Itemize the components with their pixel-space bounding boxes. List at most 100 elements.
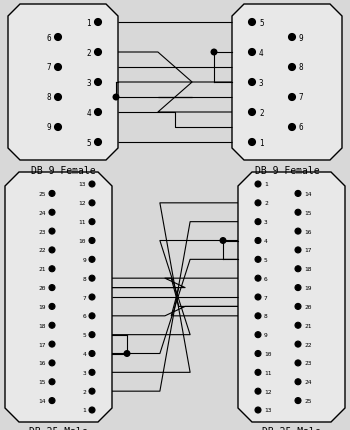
Circle shape: [255, 407, 261, 413]
Circle shape: [89, 332, 95, 338]
Text: 1: 1: [86, 18, 91, 28]
Text: 4: 4: [259, 49, 264, 57]
Circle shape: [248, 19, 256, 26]
Text: 2: 2: [259, 108, 264, 117]
Text: 19: 19: [38, 304, 46, 309]
Circle shape: [55, 94, 62, 101]
Text: 4: 4: [82, 351, 86, 356]
Text: 6: 6: [82, 313, 86, 319]
Circle shape: [49, 379, 55, 385]
Circle shape: [295, 210, 301, 216]
Text: 2: 2: [82, 389, 86, 394]
Polygon shape: [238, 172, 345, 422]
Text: 13: 13: [264, 408, 272, 412]
Text: 7: 7: [82, 295, 86, 300]
Circle shape: [89, 276, 95, 282]
Text: 16: 16: [38, 361, 46, 366]
Text: 5: 5: [259, 18, 264, 28]
Text: 9: 9: [299, 34, 303, 43]
Circle shape: [89, 219, 95, 225]
Circle shape: [295, 360, 301, 366]
Circle shape: [89, 238, 95, 244]
Text: 25: 25: [304, 398, 312, 403]
Circle shape: [94, 109, 101, 116]
Circle shape: [248, 49, 256, 56]
Text: 5: 5: [86, 138, 91, 147]
Circle shape: [89, 351, 95, 356]
Text: 14: 14: [38, 398, 46, 403]
Text: 22: 22: [304, 342, 312, 347]
Circle shape: [89, 313, 95, 319]
Text: 10: 10: [78, 239, 86, 243]
Text: DB 9 Female: DB 9 Female: [255, 166, 319, 175]
Circle shape: [248, 109, 256, 116]
Text: 24: 24: [304, 379, 312, 384]
Circle shape: [49, 285, 55, 291]
Circle shape: [124, 350, 131, 357]
Text: 3: 3: [82, 370, 86, 375]
Circle shape: [94, 79, 101, 86]
Circle shape: [255, 388, 261, 394]
Text: DB 9 Female: DB 9 Female: [31, 166, 95, 175]
Circle shape: [288, 94, 295, 101]
Text: 1: 1: [82, 408, 86, 412]
Text: 20: 20: [38, 286, 46, 290]
Circle shape: [49, 210, 55, 216]
Circle shape: [288, 34, 295, 41]
Text: 11: 11: [78, 220, 86, 224]
Text: 17: 17: [304, 248, 312, 253]
Circle shape: [55, 34, 62, 41]
Circle shape: [255, 369, 261, 375]
Circle shape: [94, 49, 101, 56]
Circle shape: [295, 304, 301, 310]
Text: 21: 21: [304, 323, 312, 328]
Text: 8: 8: [47, 93, 51, 102]
Text: 22: 22: [38, 248, 46, 253]
Circle shape: [94, 19, 101, 26]
Circle shape: [288, 124, 295, 131]
Circle shape: [255, 200, 261, 206]
Text: 13: 13: [78, 182, 86, 187]
Text: 4: 4: [264, 239, 268, 243]
Text: 24: 24: [38, 210, 46, 215]
Circle shape: [55, 124, 62, 131]
Circle shape: [295, 247, 301, 253]
Circle shape: [255, 332, 261, 338]
Text: 8: 8: [299, 63, 303, 72]
Circle shape: [55, 64, 62, 71]
Circle shape: [295, 229, 301, 234]
Text: 18: 18: [38, 323, 46, 328]
Polygon shape: [232, 5, 342, 161]
Circle shape: [219, 237, 226, 244]
Circle shape: [89, 181, 95, 187]
Text: 1: 1: [259, 138, 264, 147]
Circle shape: [49, 191, 55, 197]
Text: 15: 15: [304, 210, 312, 215]
Text: 7: 7: [299, 93, 303, 102]
Circle shape: [255, 351, 261, 356]
Circle shape: [255, 276, 261, 282]
Circle shape: [49, 266, 55, 272]
Text: 19: 19: [304, 286, 312, 290]
Text: 2: 2: [264, 201, 268, 206]
Circle shape: [210, 49, 217, 56]
Text: 14: 14: [304, 191, 312, 197]
Text: 6: 6: [264, 276, 268, 281]
Circle shape: [295, 341, 301, 347]
Circle shape: [295, 398, 301, 404]
Text: 9: 9: [47, 123, 51, 132]
Text: 7: 7: [264, 295, 268, 300]
Text: 15: 15: [38, 379, 46, 384]
Text: 9: 9: [264, 332, 268, 338]
Circle shape: [89, 407, 95, 413]
Text: 3: 3: [259, 78, 264, 87]
Text: 9: 9: [82, 257, 86, 262]
Text: 3: 3: [86, 78, 91, 87]
Circle shape: [288, 64, 295, 71]
Text: 20: 20: [304, 304, 312, 309]
Circle shape: [295, 379, 301, 385]
Text: 23: 23: [38, 229, 46, 234]
Text: 2: 2: [86, 49, 91, 57]
Text: 6: 6: [299, 123, 303, 132]
Circle shape: [49, 229, 55, 234]
